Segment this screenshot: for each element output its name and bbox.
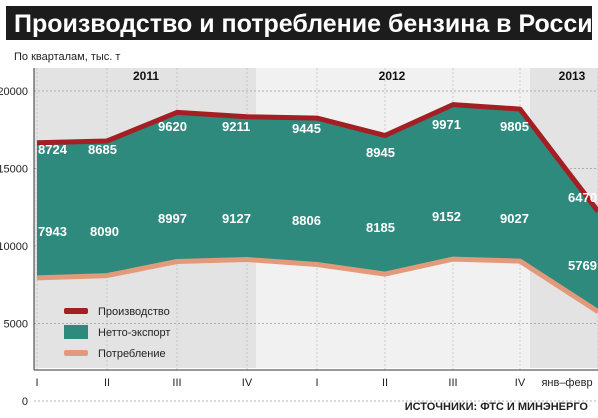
x-tick-label: IV (242, 377, 253, 389)
consumption-value-label: 8997 (158, 211, 187, 226)
x-tick-label: II (104, 377, 110, 389)
net-export-value-label: 8945 (366, 145, 395, 160)
consumption-value-label: 8806 (292, 213, 321, 228)
legend-swatch-production (64, 308, 88, 314)
consumption-value-label: 8185 (366, 220, 395, 235)
title-background (6, 6, 592, 40)
consumption-value-label: 7943 (38, 224, 67, 239)
source-note: ИСТОЧНИКИ: ФТС И МИНЭНЕРГО (405, 401, 589, 413)
year-label: 2013 (559, 69, 586, 83)
x-tick-label: III (448, 377, 457, 389)
legend-label-net-export: Нетто-экспорт (98, 327, 170, 339)
year-label: 2011 (133, 69, 159, 83)
production-line (36, 102, 598, 213)
y-tick-label: 5000 (4, 319, 28, 331)
consumption-value-label: 9027 (500, 211, 529, 226)
consumption-value-label: 9152 (432, 209, 461, 224)
legend-swatch-net-export (64, 325, 88, 339)
x-tick-label: янв–февр (541, 377, 592, 389)
legend-swatch-consumption (64, 350, 88, 356)
lines (36, 102, 598, 314)
chart-title: Производство и потребление бензина в Рос… (14, 10, 598, 38)
x-tick-label: III (172, 377, 181, 389)
net-export-value-label: 9620 (158, 119, 187, 134)
y-tick-label: 20000 (0, 86, 28, 98)
x-tick-label: I (35, 377, 38, 389)
year-label: 2012 (379, 69, 406, 83)
x-tick-label: I (315, 377, 318, 389)
consumption-value-label: 9127 (222, 211, 251, 226)
net-export-value-label: 8685 (88, 142, 117, 157)
x-tick-label: II (382, 377, 388, 389)
net-export-value-label: 9211 (222, 119, 250, 134)
legend-label-consumption: Потребление (98, 348, 166, 360)
legend-label-production: Производство (98, 306, 170, 318)
consumption-line (36, 256, 598, 314)
net-export-value-label: 9445 (292, 121, 321, 136)
y-tick-label: 0 (22, 396, 28, 408)
consumption-value-label: 5769 (568, 258, 597, 273)
net-export-value-label: 9971 (432, 117, 461, 132)
consumption-value-label: 8090 (90, 224, 119, 239)
legend: Производство Нетто-экспорт Потребление (64, 306, 170, 360)
net-export-value-label: 9805 (500, 119, 529, 134)
x-tick-label: IV (515, 377, 526, 389)
chart-subtitle: По кварталам, тыс. т (14, 51, 120, 63)
y-tick-label: 15000 (0, 164, 28, 176)
data-labels: 8724 8685 9620 9211 9445 8945 9971 9805 6470 7943… (38, 117, 597, 273)
net-export-value-label: 8724 (38, 142, 68, 157)
y-tick-label: 10000 (0, 241, 28, 253)
net-export-value-label: 6470 (568, 190, 597, 205)
